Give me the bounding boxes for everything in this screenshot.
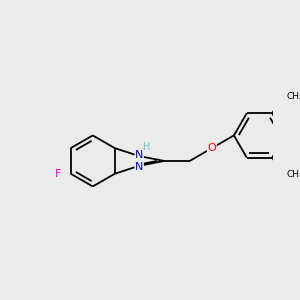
Text: CH₃: CH₃ <box>286 170 300 179</box>
Text: O: O <box>208 143 216 153</box>
Text: F: F <box>55 169 61 179</box>
Text: N: N <box>135 162 143 172</box>
Text: CH₃: CH₃ <box>286 92 300 101</box>
Text: N: N <box>135 150 143 160</box>
Text: H: H <box>143 142 150 152</box>
